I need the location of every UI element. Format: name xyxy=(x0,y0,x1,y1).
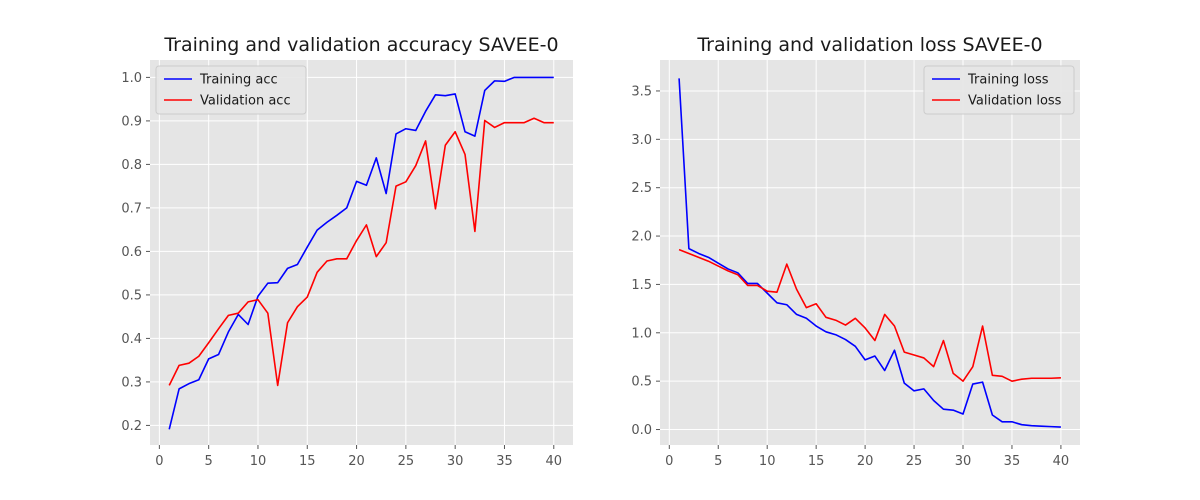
legend-label: Validation acc xyxy=(200,94,291,109)
legend-label: Training acc xyxy=(199,73,278,88)
legend-box xyxy=(923,65,1075,115)
series-line-training-loss xyxy=(678,78,1061,428)
plot-area xyxy=(150,60,573,445)
x-tick-label: 15 xyxy=(808,454,825,469)
y-tick-label: 2.0 xyxy=(631,230,652,245)
y-tick-label: 0.5 xyxy=(631,375,652,390)
legend-box xyxy=(155,65,307,115)
legend-label: Validation loss xyxy=(968,94,1062,109)
plot-area xyxy=(660,60,1080,445)
y-tick-label: 0.9 xyxy=(121,114,142,129)
y-tick-label: 1.0 xyxy=(631,326,652,341)
y-tick-label: 0.3 xyxy=(121,375,142,390)
x-tick-label: 30 xyxy=(955,454,972,469)
series-line-validation-loss xyxy=(678,248,1061,382)
x-tick-label: 30 xyxy=(447,454,464,469)
chart-title: Training and validation accuracy SAVEE-0 xyxy=(163,34,558,56)
y-tick-label: 0.4 xyxy=(121,332,142,347)
x-tick-label: 20 xyxy=(857,454,874,469)
y-tick-label: 3.5 xyxy=(631,84,652,99)
y-tick-label: 0.6 xyxy=(121,245,142,260)
series-line-validation-acc xyxy=(168,117,554,387)
x-tick-label: 5 xyxy=(714,454,722,469)
legend: Training loss Validation loss xyxy=(923,65,1075,115)
y-tick-label: 3.0 xyxy=(631,133,652,148)
y-tick-label: 0.8 xyxy=(121,158,142,173)
y-tick-label: 0.5 xyxy=(121,288,142,303)
y-tick-label: 0.0 xyxy=(631,423,652,438)
chart-title: Training and validation loss SAVEE-0 xyxy=(696,34,1042,56)
x-tick-label: 35 xyxy=(1004,454,1021,469)
y-tick-label: 1.5 xyxy=(631,278,652,293)
x-tick-label: 10 xyxy=(250,454,267,469)
x-tick-label: 15 xyxy=(299,454,316,469)
chart-loss: 0 5 10 15 20 25 30 35 40 0.0 0.5 1.0 1.5 2.0 2.5 3.0 3.5… xyxy=(631,34,1080,469)
y-tick-label: 2.5 xyxy=(631,181,652,196)
series-line-training-acc xyxy=(168,76,554,430)
y-tick-label: 0.7 xyxy=(121,201,142,216)
legend-label: Training loss xyxy=(967,73,1049,88)
x-tick-label: 10 xyxy=(759,454,776,469)
legend: Training acc Validation acc xyxy=(155,65,307,115)
x-tick-label: 0 xyxy=(155,454,163,469)
y-tick-label: 0.2 xyxy=(121,419,142,434)
chart-accuracy: 0 5 10 15 20 25 30 35 40 0.2 0.3 0.4 0.5 0.6 0.7 0.8 0.9… xyxy=(121,34,573,469)
x-tick-label: 40 xyxy=(1053,454,1070,469)
x-tick-label: 5 xyxy=(205,454,213,469)
x-tick-label: 0 xyxy=(665,454,673,469)
x-tick-label: 20 xyxy=(348,454,365,469)
x-tick-label: 25 xyxy=(398,454,415,469)
x-tick-label: 25 xyxy=(906,454,923,469)
x-tick-label: 35 xyxy=(496,454,513,469)
y-tick-label: 1.0 xyxy=(121,71,142,86)
x-tick-label: 40 xyxy=(545,454,562,469)
